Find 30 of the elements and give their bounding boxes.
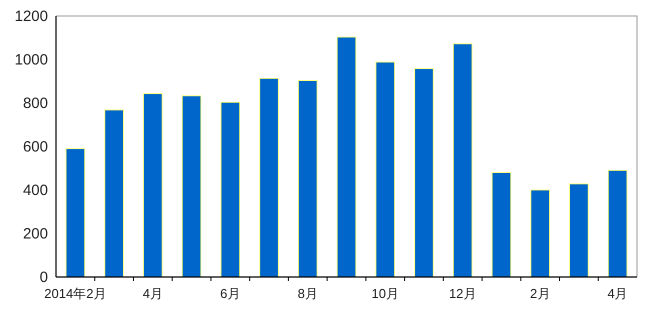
bar — [376, 62, 395, 278]
bar — [414, 68, 434, 278]
x-tick-label: 10月 — [372, 286, 399, 301]
y-tick-label: 600 — [22, 138, 48, 156]
bar — [336, 36, 356, 278]
y-tick-label: 0 — [40, 269, 48, 286]
y-tick-label: 200 — [22, 226, 48, 242]
x-tick-label: 4月 — [608, 286, 628, 301]
y-tick-label: 1200 — [14, 8, 48, 25]
x-tick-label: 2月 — [530, 286, 550, 301]
bar — [569, 184, 589, 278]
x-tick-label: 4月 — [142, 286, 163, 301]
y-tick-label: 1000 — [14, 52, 48, 68]
bar — [492, 172, 512, 278]
bar — [453, 43, 472, 278]
y-tick-label: 400 — [22, 182, 48, 199]
bar — [220, 102, 240, 278]
x-tick-label: 2014年2月 — [44, 286, 106, 301]
bar — [182, 95, 202, 278]
bar — [143, 93, 163, 278]
bar — [104, 110, 124, 278]
bar — [66, 148, 86, 278]
x-tick-label: 8月 — [298, 286, 318, 301]
bar — [259, 78, 279, 278]
bar — [298, 80, 318, 278]
bar — [530, 190, 550, 278]
y-tick-label: 800 — [22, 95, 48, 112]
x-tick-label: 6月 — [220, 286, 240, 301]
bar — [608, 170, 628, 278]
x-tick-label: 12月 — [448, 286, 476, 301]
